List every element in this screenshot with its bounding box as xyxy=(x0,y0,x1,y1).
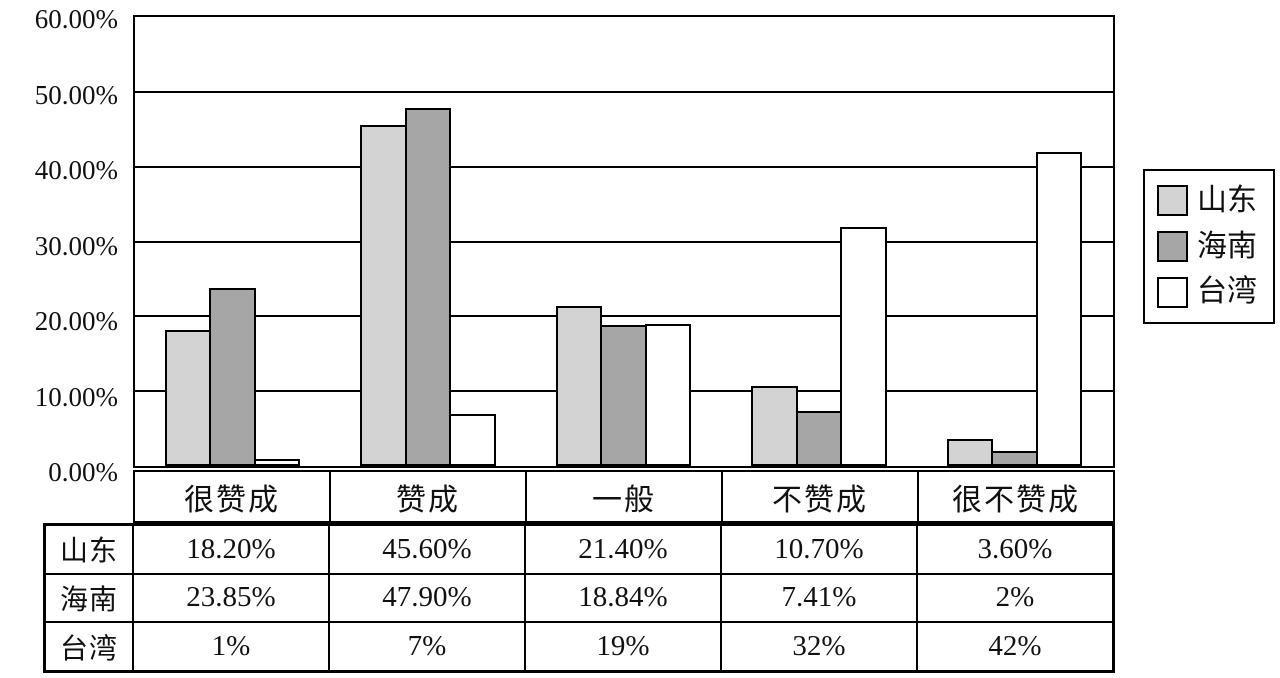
bar-山东-很赞成 xyxy=(164,329,211,466)
category-header-2: 一般 xyxy=(527,472,721,521)
y-axis-label: 0.00% xyxy=(48,457,118,487)
row-header-hainan: 海南 xyxy=(46,574,132,622)
legend-swatch-icon xyxy=(1157,276,1188,308)
table-cell: 23.85% xyxy=(134,574,328,622)
bar-海南-很不赞成 xyxy=(991,451,1038,466)
table-cell: 42% xyxy=(918,623,1112,670)
legend-label: 海南 xyxy=(1197,229,1257,263)
legend-label: 台湾 xyxy=(1197,275,1257,309)
category-header-0: 很赞成 xyxy=(135,472,329,521)
bar-山东-赞成 xyxy=(360,124,407,466)
bar-山东-一般 xyxy=(555,305,603,466)
table-cell: 45.60% xyxy=(330,526,524,573)
legend-swatch-icon xyxy=(1157,185,1188,217)
gridline xyxy=(135,165,1113,168)
table-cell: 3.60% xyxy=(918,526,1112,573)
bar-海南-一般 xyxy=(600,325,647,466)
table-cell: 18.20% xyxy=(134,526,328,573)
table-cell: 47.90% xyxy=(330,574,524,622)
table-cell: 32% xyxy=(722,623,916,670)
table-cell: 18.84% xyxy=(526,574,720,622)
table-cell: 10.70% xyxy=(722,526,916,573)
row-header-taiwan: 台湾 xyxy=(46,623,132,670)
row-header-shandong: 山东 xyxy=(46,526,132,573)
table-cell: 2% xyxy=(918,574,1112,622)
legend: 山东 海南 台湾 xyxy=(1143,169,1275,324)
data-table: 山东 18.20% 45.60% 21.40% 10.70% 3.60% 海南 … xyxy=(43,523,1115,673)
plot-area xyxy=(133,15,1115,468)
legend-item-hainan: 海南 xyxy=(1157,229,1273,263)
table-cell: 21.40% xyxy=(526,526,720,573)
table-cell: 7% xyxy=(330,623,524,670)
gridline xyxy=(135,315,1113,318)
y-axis-label: 60.00% xyxy=(34,4,118,34)
legend-label: 山东 xyxy=(1197,183,1257,217)
legend-swatch-icon xyxy=(1157,231,1188,262)
gridline xyxy=(135,240,1113,243)
category-header-3: 不赞成 xyxy=(723,472,917,521)
table-cell: 1% xyxy=(134,623,328,670)
bar-台湾-赞成 xyxy=(449,413,496,466)
category-header-4: 很不赞成 xyxy=(919,472,1113,521)
bar-山东-不赞成 xyxy=(751,385,798,466)
bar-海南-很赞成 xyxy=(209,287,256,466)
bar-台湾-一般 xyxy=(644,323,692,466)
gridline xyxy=(135,90,1113,93)
y-axis-label: 30.00% xyxy=(34,230,118,261)
y-axis: 60.00% 50.00% 40.00% 30.00% 20.00% 10.00% 0.00… xyxy=(0,0,118,510)
category-header-row: 很赞成 赞成 一般 不赞成 很不赞成 xyxy=(133,470,1115,523)
bar-台湾-不赞成 xyxy=(840,226,887,466)
legend-item-taiwan: 台湾 xyxy=(1157,276,1273,308)
table-cell: 7.41% xyxy=(722,574,916,622)
y-axis-label: 40.00% xyxy=(34,155,118,185)
bar-台湾-很不赞成 xyxy=(1035,151,1083,466)
bar-山东-很不赞成 xyxy=(946,439,994,466)
y-axis-label: 50.00% xyxy=(34,79,118,110)
category-header-1: 赞成 xyxy=(331,472,525,521)
y-axis-label: 20.00% xyxy=(34,306,118,336)
bar-海南-不赞成 xyxy=(795,410,843,466)
table-cell: 19% xyxy=(526,623,720,670)
legend-item-shandong: 山东 xyxy=(1157,183,1273,217)
y-axis-label: 10.00% xyxy=(34,381,118,412)
bar-海南-赞成 xyxy=(404,107,452,466)
bar-台湾-很赞成 xyxy=(253,458,300,466)
